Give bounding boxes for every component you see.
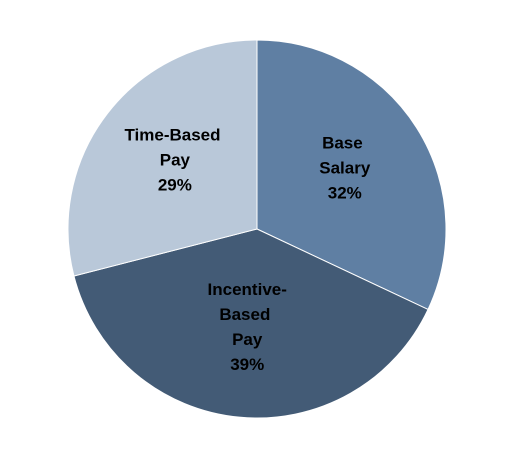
pie-slice xyxy=(67,39,258,277)
slice-label-line: Based xyxy=(219,305,275,324)
pie-slice xyxy=(256,39,447,311)
slice-label: Time-Based Pay xyxy=(124,125,225,169)
slice-value-label: 29% xyxy=(158,175,192,194)
slice-label: Base Salary xyxy=(319,133,371,177)
slice-value-label: 32% xyxy=(328,183,362,202)
slice-label-line: Time-Based xyxy=(124,125,225,144)
pie-slice xyxy=(73,228,429,419)
slice-value-label: 39% xyxy=(230,355,264,374)
slice-label-line: Salary xyxy=(319,158,371,177)
slice-label-line: Pay xyxy=(160,150,191,169)
slice-label-line: Incentive- xyxy=(208,280,287,299)
slice-label-line: Base xyxy=(322,133,367,152)
slice-label: Incentive- Based Pay xyxy=(208,280,287,349)
slice-label-line: Pay xyxy=(232,330,263,349)
